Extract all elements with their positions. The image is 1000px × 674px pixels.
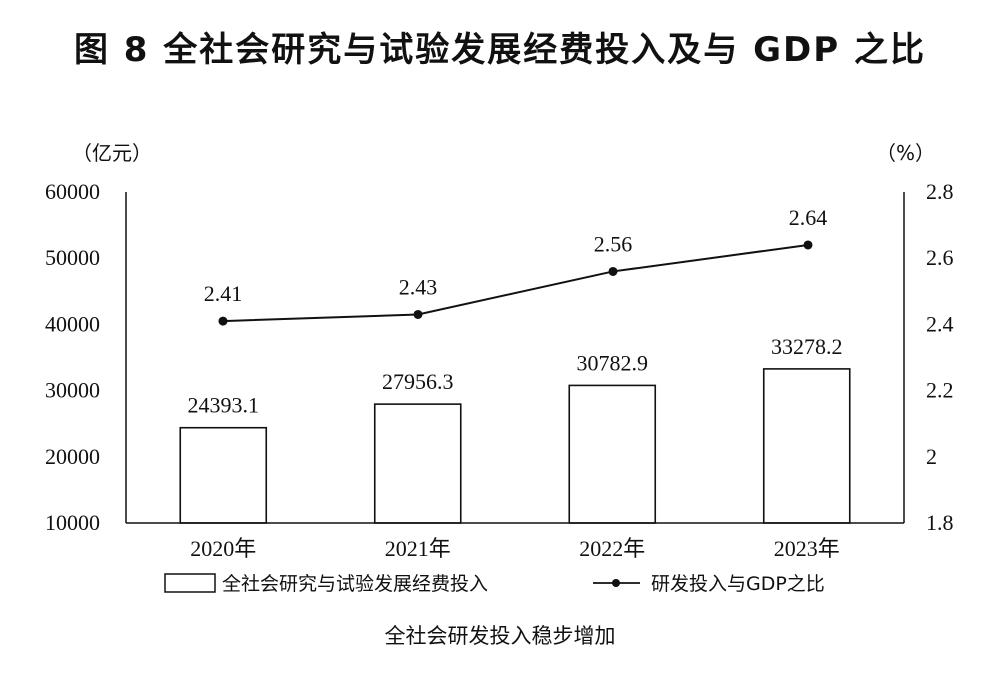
x-tick-label: 2021年 [385, 536, 451, 561]
line-point [803, 240, 813, 250]
line-point [608, 266, 618, 276]
right-tick-label: 2.4 [926, 311, 954, 336]
left-tick-label: 10000 [45, 510, 100, 535]
legend-bar-label: 全社会研究与试验发展经费投入 [222, 573, 488, 595]
line-value-label: 2.56 [594, 231, 633, 256]
line-value-label: 2.43 [399, 274, 438, 299]
right-tick-label: 2 [926, 444, 937, 469]
left-tick-label: 20000 [45, 444, 100, 469]
right-tick-label: 2.2 [926, 378, 954, 403]
x-tick-label: 2023年 [774, 536, 840, 561]
chart-caption: 全社会研发投入稳步增加 [385, 624, 616, 648]
line-value-label: 2.41 [204, 281, 243, 306]
bar-value-label: 30782.9 [577, 350, 649, 375]
x-tick-label: 2020年 [190, 536, 256, 561]
bar [762, 368, 851, 524]
legend-bar-swatch [164, 573, 216, 593]
left-tick-label: 40000 [45, 311, 100, 336]
line-point [218, 316, 228, 326]
legend: 全社会研究与试验发展经费投入 研发投入与GDP之比 [164, 573, 825, 595]
right-axis-unit: （%） [876, 141, 935, 165]
bar [373, 403, 462, 524]
legend-line-marker [612, 579, 620, 587]
left-tick-label: 50000 [45, 245, 100, 270]
bar-value-label: 33278.2 [771, 334, 843, 359]
left-axis-unit: （亿元） [72, 141, 152, 165]
left-tick-label: 60000 [45, 179, 100, 204]
right-tick-label: 2.6 [926, 245, 954, 270]
line-value-label: 2.64 [789, 205, 828, 230]
legend-line-label: 研发投入与GDP之比 [651, 573, 825, 595]
right-tick-label: 1.8 [926, 510, 954, 535]
right-tick-label: 2.8 [926, 179, 954, 204]
bar-value-label: 27956.3 [382, 369, 454, 394]
x-tick-label: 2022年 [579, 536, 645, 561]
chart-title: 图 8 全社会研究与试验发展经费投入及与 GDP 之比 [73, 30, 927, 70]
bar-value-label: 24393.1 [188, 393, 260, 418]
bar [179, 426, 268, 524]
bar [568, 384, 657, 524]
series-line [222, 243, 809, 323]
line-point [413, 309, 423, 319]
left-tick-label: 30000 [45, 378, 100, 403]
